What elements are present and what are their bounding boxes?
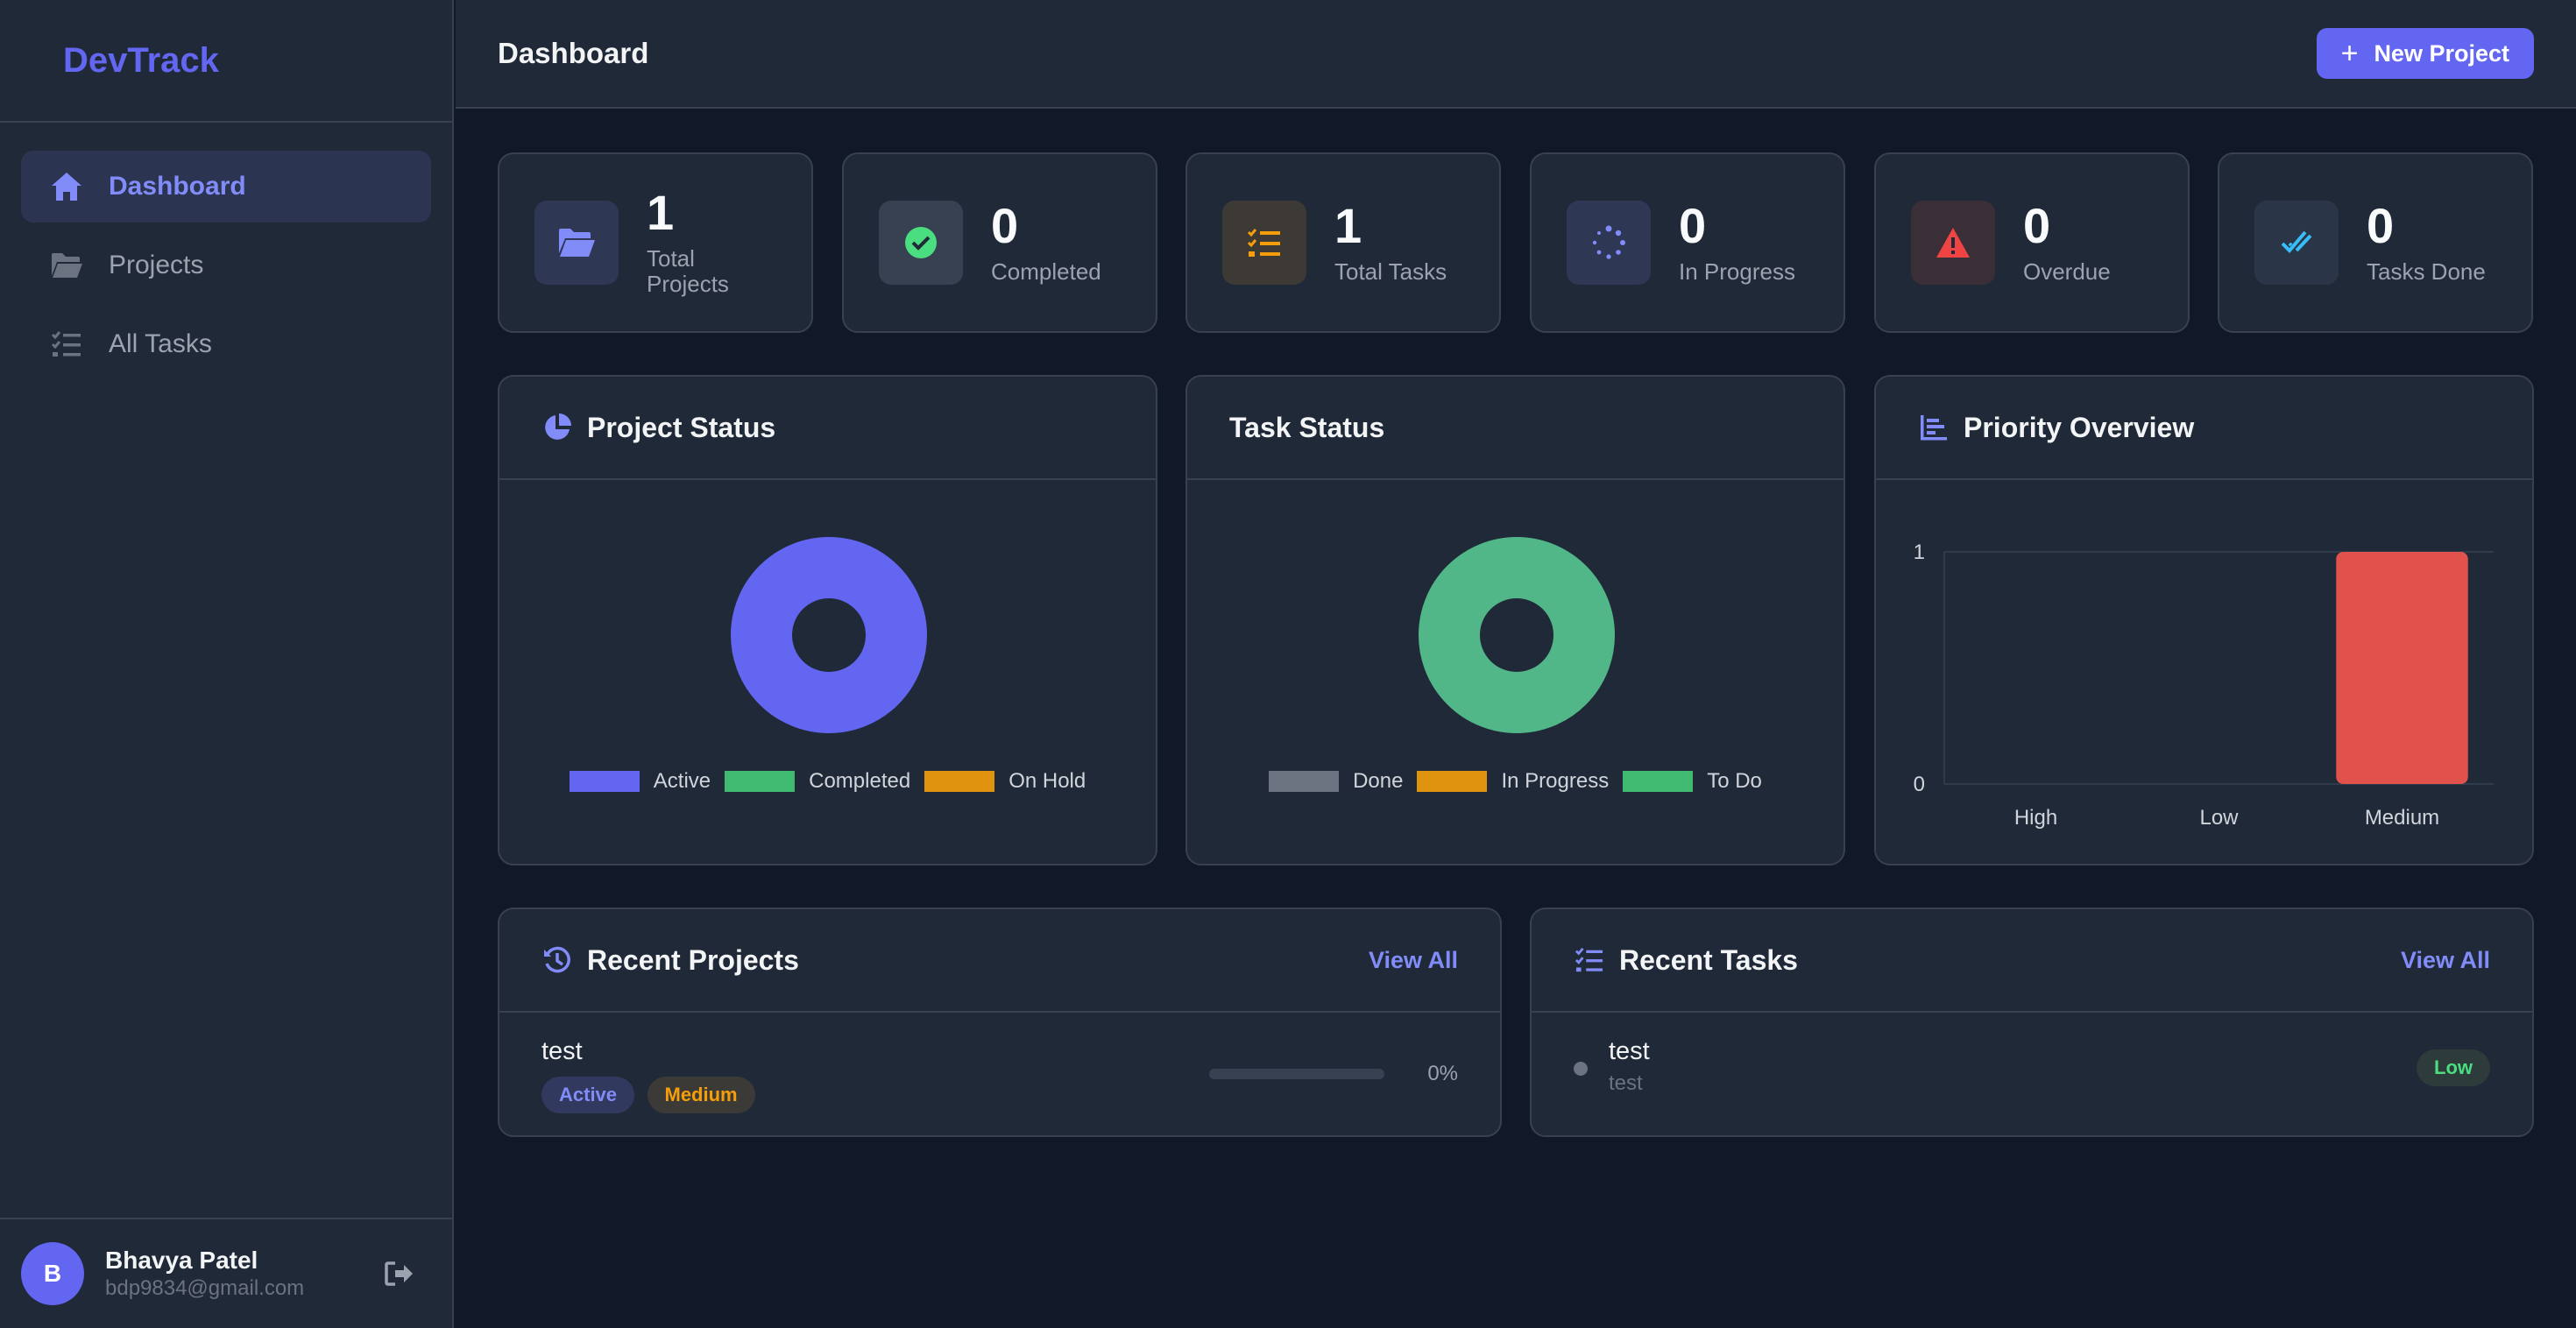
avatar[interactable]: B <box>21 1242 84 1305</box>
project-name: test <box>541 1037 583 1065</box>
x-tick-label: Low <box>2199 806 2239 830</box>
y-tick-label: 0 <box>1914 773 1925 796</box>
logout-icon <box>385 1261 413 1286</box>
sidebar-item-label: Projects <box>109 251 204 279</box>
user-email: bdp9834@gmail.com <box>105 1276 305 1300</box>
recent-tasks-panel: Recent Tasks View All test test Low <box>1530 908 2534 1137</box>
task-status-donut <box>1419 537 1615 733</box>
progress-label: 0% <box>1427 1062 1458 1085</box>
panel-title: Recent Tasks <box>1619 943 1798 976</box>
warning-icon <box>1911 201 1995 285</box>
priority-badge: Medium <box>647 1077 755 1113</box>
sidebar-item-projects[interactable]: Projects <box>21 230 431 301</box>
view-all-projects-link[interactable]: View All <box>1368 946 1458 973</box>
stat-label: In Progress <box>1679 258 1795 285</box>
panel-title: Project Status <box>587 411 776 443</box>
chart-legend: Done In Progress To Do <box>1187 769 1844 794</box>
user-profile: B Bhavya Patel bdp9834@gmail.com <box>0 1218 452 1328</box>
stat-card-total-projects: 1 Total Projects <box>498 152 813 333</box>
project-status-donut <box>731 537 927 733</box>
stat-label: Tasks Done <box>2367 258 2486 285</box>
legend-item-in-progress[interactable]: In Progress <box>1417 769 1609 794</box>
bar-chart-icon <box>1918 412 1950 443</box>
sidebar-nav: Dashboard Projects All Tasks <box>0 123 452 415</box>
tasks-icon <box>1574 944 1605 976</box>
legend-item-done[interactable]: Done <box>1269 769 1403 794</box>
sidebar-item-label: All Tasks <box>109 329 212 358</box>
bar-medium[interactable] <box>2336 552 2468 784</box>
sidebar: DevTrack Dashboard Projects All Tasks B … <box>0 0 454 1328</box>
check-circle-icon <box>879 201 963 285</box>
slice-active[interactable] <box>731 537 927 733</box>
chart-legend: Active Completed On Hold <box>499 769 1156 794</box>
legend-item-active[interactable]: Active <box>569 769 711 794</box>
panel-title: Task Status <box>1229 411 1385 443</box>
task-status-panel: Task Status Done In Progress To Do <box>1185 375 1845 865</box>
pie-chart-icon <box>541 412 573 443</box>
stat-label: Total Projects <box>647 245 729 297</box>
double-check-icon <box>2254 201 2339 285</box>
slice-to-do[interactable] <box>1419 537 1615 733</box>
stat-card-tasks-done: 0 Tasks Done <box>2218 152 2533 333</box>
page-title: Dashboard <box>498 37 649 69</box>
stat-card-overdue: 0 Overdue <box>1874 152 2190 333</box>
x-tick-label: Medium <box>2365 806 2439 830</box>
folder-icon <box>49 248 84 283</box>
task-name: test <box>1609 1037 1650 1065</box>
legend-item-on-hold[interactable]: On Hold <box>924 769 1086 794</box>
stat-card-total-tasks: 1 Total Tasks <box>1185 152 1501 333</box>
task-project: test <box>1609 1071 1643 1095</box>
list-item[interactable]: test Active Medium 0% <box>499 1013 1500 1135</box>
stat-value: 0 <box>2367 197 2395 253</box>
brand[interactable]: DevTrack <box>0 0 452 123</box>
view-all-tasks-link[interactable]: View All <box>2400 946 2490 973</box>
sidebar-item-dashboard[interactable]: Dashboard <box>21 151 431 223</box>
panel-title: Recent Projects <box>587 943 799 976</box>
stat-card-in-progress: 0 In Progress <box>1530 152 1845 333</box>
tasks-icon <box>49 327 84 362</box>
task-list-icon <box>1222 201 1306 285</box>
status-badge: Active <box>541 1077 635 1113</box>
plus-icon: + <box>2340 36 2359 70</box>
sidebar-item-all-tasks[interactable]: All Tasks <box>21 308 431 380</box>
project-status-panel: Project Status Active Completed On Hold <box>498 375 1157 865</box>
stat-label: Total Tasks <box>1334 258 1447 285</box>
panel-title: Priority Overview <box>1964 411 2195 443</box>
folder-open-icon <box>534 201 619 285</box>
task-status-dot <box>1574 1062 1588 1076</box>
recent-projects-panel: Recent Projects View All test Active Med… <box>498 908 1502 1137</box>
x-tick-label: High <box>2014 806 2057 830</box>
progress-bar <box>1209 1069 1384 1079</box>
logout-button[interactable] <box>379 1253 421 1295</box>
stat-value: 1 <box>1334 197 1362 253</box>
stat-value: 0 <box>2023 197 2051 253</box>
history-icon <box>541 944 573 976</box>
legend-item-to-do[interactable]: To Do <box>1623 769 1762 794</box>
stat-value: 0 <box>991 197 1019 253</box>
stat-label: Completed <box>991 258 1101 285</box>
y-tick-label: 1 <box>1914 540 1925 564</box>
priority-bar-chart: 0 1 High Low Medium <box>1914 540 2494 830</box>
brand-logo-text[interactable]: DevTrack <box>63 40 219 80</box>
stat-value: 1 <box>647 185 675 241</box>
new-project-label: New Project <box>2374 39 2509 67</box>
stat-value: 0 <box>1679 197 1707 253</box>
top-header: Dashboard + New Project <box>456 0 2576 109</box>
stat-label: Overdue <box>2023 258 2111 285</box>
sidebar-item-label: Dashboard <box>109 172 246 201</box>
home-icon <box>49 169 84 204</box>
list-item[interactable]: test test Low <box>1532 1013 2532 1135</box>
priority-badge: Low <box>2417 1049 2490 1086</box>
legend-item-completed[interactable]: Completed <box>725 769 910 794</box>
stat-card-completed: 0 Completed <box>842 152 1157 333</box>
new-project-button[interactable]: + New Project <box>2316 28 2534 79</box>
user-name: Bhavya Patel <box>105 1247 258 1274</box>
priority-overview-panel: Priority Overview 0 1 High Low Medium <box>1874 375 2534 865</box>
spinner-icon <box>1567 201 1651 285</box>
